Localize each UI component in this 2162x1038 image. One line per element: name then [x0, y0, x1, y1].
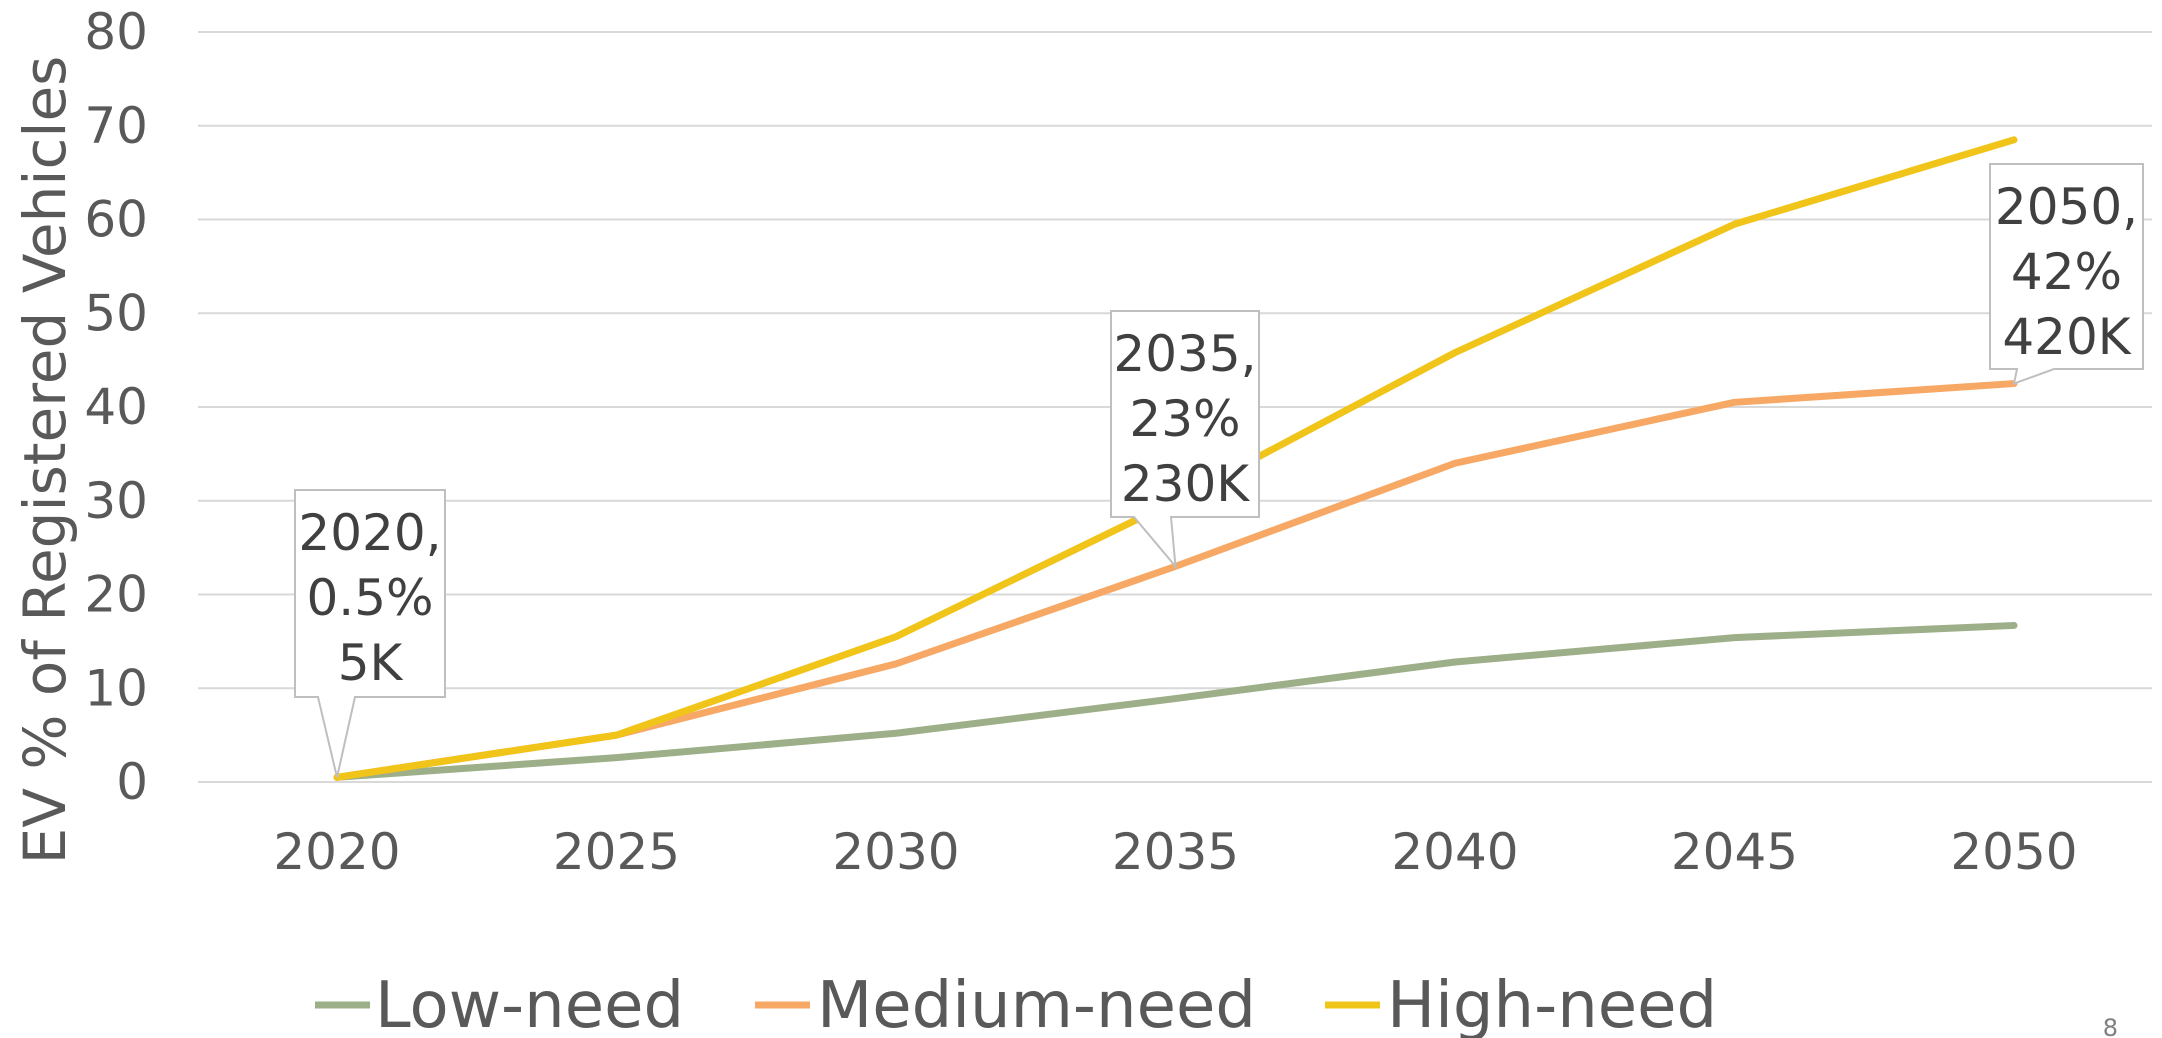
- y-tick-label: 10: [84, 659, 148, 717]
- y-axis-ticks: 0 10 20 30 40 50 60 70 80: [84, 3, 148, 811]
- legend-item-low-need: Low-need: [315, 969, 684, 1038]
- x-tick-label: 2030: [832, 823, 959, 881]
- y-tick-label: 30: [84, 472, 148, 530]
- callout-text-line: 420K: [2002, 308, 2131, 366]
- callout-text-line: 5K: [338, 634, 404, 692]
- data-callouts: 2020, 0.5% 5K 2035, 23% 230K 2050, 42% 420K: [294, 163, 2144, 778]
- callout-text-line: 2050,: [1995, 178, 2138, 236]
- callout-text-line: 2035,: [1113, 325, 1256, 383]
- legend-item-medium-need: Medium-need: [755, 969, 1256, 1038]
- y-tick-label: 50: [84, 284, 148, 342]
- series-line-low-need: [333, 621, 2018, 781]
- legend-item-high-need: High-need: [1325, 969, 1717, 1038]
- x-tick-label: 2020: [273, 823, 400, 881]
- legend-label: Medium-need: [817, 969, 1256, 1038]
- callout-box: [1989, 163, 2144, 386]
- callout-box: [294, 489, 446, 778]
- data-callout: 2035, 23% 230K: [1110, 310, 1260, 570]
- x-tick-label: 2025: [553, 823, 680, 881]
- callout-text-line: 230K: [1121, 455, 1250, 513]
- y-tick-label: 40: [84, 378, 148, 436]
- callout-text-line: 2020,: [298, 504, 441, 562]
- y-axis-title: EV % of Registered Vehicles: [11, 56, 79, 865]
- y-tick-label: 70: [84, 97, 148, 155]
- callout-text-line: 23%: [1129, 390, 1240, 448]
- page-number: 8: [2103, 1014, 2118, 1038]
- y-tick-label: 20: [84, 566, 148, 624]
- callout-box: [1110, 310, 1260, 570]
- x-axis-ticks: 2020 2025 2030 2035 2040 2045 2050: [273, 823, 2077, 881]
- x-tick-label: 2045: [1671, 823, 1798, 881]
- callout-text-line: 0.5%: [306, 569, 433, 627]
- y-tick-label: 0: [116, 753, 148, 811]
- legend: Low-need Medium-need High-need: [315, 969, 1717, 1038]
- data-callout: 2050, 42% 420K: [1989, 163, 2144, 386]
- y-tick-label: 60: [84, 191, 148, 249]
- legend-label: High-need: [1387, 969, 1717, 1038]
- y-tick-label: 80: [84, 3, 148, 61]
- callout-text-line: 42%: [2011, 243, 2122, 301]
- x-tick-label: 2035: [1112, 823, 1239, 881]
- data-callout: 2020, 0.5% 5K: [294, 489, 446, 778]
- x-tick-label: 2040: [1391, 823, 1518, 881]
- legend-label: Low-need: [375, 969, 684, 1038]
- x-tick-label: 2050: [1950, 823, 2077, 881]
